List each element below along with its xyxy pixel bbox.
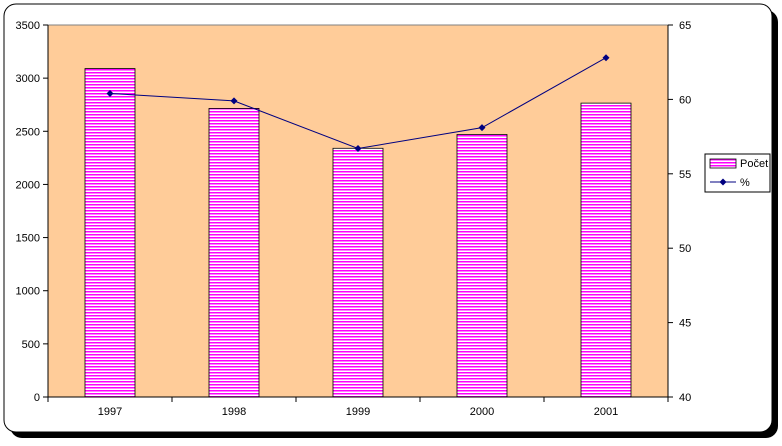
bar-1999 [332,147,384,398]
bar-2000 [456,134,508,398]
legend-label-pocet: Počet [740,158,768,170]
point-1998 [230,97,238,105]
y-left-tick-label: 500 [22,339,40,351]
y-right-tick-label: 45 [679,318,691,330]
y-left-tick-label: 1500 [16,233,40,245]
y-right-tick-label: 50 [679,243,691,255]
point-1997 [106,89,114,97]
point-2001 [602,54,610,62]
x-tick-label: 1998 [222,406,246,418]
y-left-tick-label: 1000 [16,286,40,298]
y-right-tick-label: 60 [679,94,691,106]
line-series [106,54,610,153]
x-tick-label: 1999 [346,406,370,418]
point-1999 [354,145,362,153]
y-left-tick-label: 3500 [16,20,40,32]
bar-1997 [84,68,136,398]
y-left-tick-label: 3000 [16,73,40,85]
legend-label-percent: % [740,177,750,189]
y-right-tick-label: 40 [679,392,691,404]
y-left-tick-label: 2500 [16,126,40,138]
point-2000 [478,124,486,132]
legend: Počet % [704,153,771,193]
y-right-tick-label: 65 [679,20,691,32]
x-tick-label: 1997 [98,406,122,418]
axes: 0 500 1000 1500 2000 2500 3000 3500 40 45 50 55 60 65… [16,20,692,418]
x-tick-label: 2000 [470,406,494,418]
y-left-tick-label: 0 [34,392,40,404]
bar-1998 [208,108,260,398]
legend-diamond-icon [719,178,727,186]
y-left-tick-label: 2000 [16,179,40,191]
legend-bar-swatch [709,158,737,169]
x-tick-label: 2001 [594,406,618,418]
bar-series [84,68,632,398]
y-right-tick-label: 55 [679,169,691,181]
bar-2001 [580,102,632,398]
